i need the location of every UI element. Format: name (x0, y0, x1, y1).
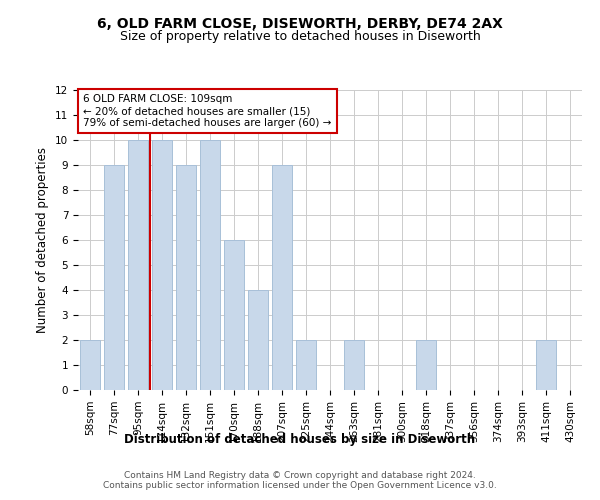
Bar (176, 165, 196, 390)
Bar (344, 340, 364, 390)
Y-axis label: Number of detached properties: Number of detached properties (37, 147, 49, 333)
Bar (128, 140, 148, 390)
Bar (224, 240, 244, 390)
Text: Size of property relative to detached houses in Diseworth: Size of property relative to detached ho… (119, 30, 481, 43)
Bar (296, 340, 316, 390)
Text: 6 OLD FARM CLOSE: 109sqm
← 20% of detached houses are smaller (15)
79% of semi-d: 6 OLD FARM CLOSE: 109sqm ← 20% of detach… (83, 94, 331, 128)
Bar (104, 165, 124, 390)
Text: Contains HM Land Registry data © Crown copyright and database right 2024.
Contai: Contains HM Land Registry data © Crown c… (103, 470, 497, 490)
Bar (272, 165, 292, 390)
Text: 6, OLD FARM CLOSE, DISEWORTH, DERBY, DE74 2AX: 6, OLD FARM CLOSE, DISEWORTH, DERBY, DE7… (97, 18, 503, 32)
Text: Distribution of detached houses by size in Diseworth: Distribution of detached houses by size … (124, 432, 476, 446)
Bar (416, 340, 436, 390)
Bar (200, 140, 220, 390)
Bar (80, 340, 100, 390)
Bar (152, 140, 172, 390)
Bar (536, 340, 556, 390)
Bar (248, 290, 268, 390)
